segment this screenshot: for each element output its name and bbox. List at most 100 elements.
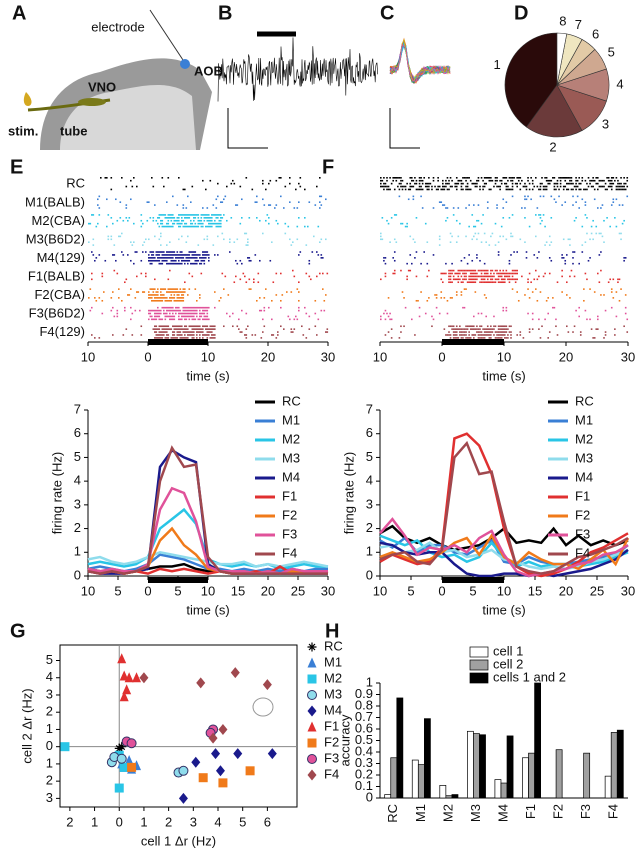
spike bbox=[418, 177, 421, 179]
spike bbox=[411, 318, 413, 321]
spike bbox=[448, 331, 450, 333]
spike bbox=[173, 251, 176, 253]
spike bbox=[455, 291, 458, 293]
spike bbox=[564, 185, 567, 188]
spike bbox=[463, 288, 466, 290]
spike bbox=[202, 214, 204, 216]
spike bbox=[469, 278, 472, 281]
spike bbox=[190, 222, 192, 225]
spike bbox=[567, 238, 570, 241]
spike bbox=[404, 225, 407, 228]
drop bbox=[23, 92, 32, 106]
spike bbox=[142, 291, 144, 293]
spike bbox=[179, 257, 182, 259]
spike bbox=[187, 214, 189, 216]
spike bbox=[124, 309, 126, 312]
spike bbox=[289, 238, 291, 241]
spike bbox=[460, 281, 463, 284]
spike bbox=[155, 331, 158, 333]
spike bbox=[164, 259, 167, 262]
spike bbox=[610, 306, 613, 309]
spike bbox=[617, 182, 619, 185]
spike bbox=[187, 334, 189, 336]
spike bbox=[497, 275, 500, 278]
spike bbox=[432, 254, 435, 256]
spike bbox=[539, 337, 542, 339]
spike bbox=[247, 244, 249, 246]
x-tick-label: 20 bbox=[559, 349, 573, 364]
spike bbox=[241, 331, 243, 333]
spike bbox=[457, 182, 460, 185]
spike bbox=[504, 272, 506, 275]
spike bbox=[409, 188, 412, 191]
spike bbox=[215, 207, 218, 209]
spike bbox=[217, 225, 219, 228]
spike bbox=[414, 334, 416, 336]
spike bbox=[184, 188, 186, 191]
spike bbox=[206, 315, 209, 318]
spike bbox=[298, 182, 300, 185]
series-line bbox=[379, 541, 629, 578]
spike bbox=[178, 259, 180, 262]
legend-label: F2 bbox=[324, 734, 339, 749]
spike bbox=[587, 185, 590, 188]
spike bbox=[508, 259, 511, 262]
spike bbox=[586, 278, 588, 281]
spike bbox=[477, 177, 480, 179]
spike bbox=[500, 325, 503, 328]
spike bbox=[235, 259, 237, 262]
spike bbox=[230, 217, 233, 219]
spike bbox=[194, 312, 197, 315]
spike bbox=[459, 278, 461, 281]
spike bbox=[164, 217, 167, 219]
spike bbox=[173, 297, 176, 299]
spike bbox=[393, 259, 396, 262]
spike bbox=[179, 299, 182, 302]
spike bbox=[440, 297, 443, 299]
spike bbox=[510, 331, 512, 333]
spike bbox=[172, 257, 174, 259]
spike bbox=[181, 251, 183, 253]
spike bbox=[459, 331, 461, 333]
x-tick-label: RC bbox=[385, 804, 400, 823]
raster-row bbox=[383, 251, 627, 265]
spike bbox=[449, 325, 452, 328]
spike bbox=[400, 177, 402, 179]
spike bbox=[158, 217, 161, 219]
spike bbox=[499, 334, 501, 336]
spike bbox=[164, 312, 167, 315]
spike bbox=[280, 195, 282, 198]
spike bbox=[233, 241, 236, 243]
spike bbox=[476, 325, 478, 328]
spike bbox=[454, 334, 456, 336]
spike bbox=[474, 275, 477, 278]
spike bbox=[169, 288, 171, 290]
spike bbox=[166, 259, 168, 262]
spike bbox=[167, 251, 170, 253]
spike bbox=[202, 337, 204, 339]
spike bbox=[221, 232, 224, 235]
spike bbox=[304, 225, 306, 228]
spike bbox=[164, 225, 167, 228]
spike bbox=[626, 179, 629, 182]
spike bbox=[511, 179, 514, 182]
spike bbox=[497, 334, 500, 336]
spike bbox=[474, 291, 477, 293]
spike bbox=[552, 177, 554, 179]
spike bbox=[98, 254, 101, 256]
spike bbox=[178, 177, 180, 179]
spike bbox=[507, 275, 509, 278]
point bbox=[307, 657, 317, 668]
spike bbox=[466, 328, 469, 330]
spike bbox=[494, 222, 497, 225]
spike bbox=[555, 325, 557, 328]
spike bbox=[505, 337, 508, 339]
spike bbox=[142, 222, 144, 225]
bar bbox=[528, 752, 535, 799]
spike bbox=[196, 337, 198, 339]
spike bbox=[163, 328, 165, 330]
spike bbox=[400, 331, 402, 333]
spike bbox=[197, 325, 200, 328]
bar bbox=[424, 718, 431, 799]
spike bbox=[431, 325, 433, 328]
